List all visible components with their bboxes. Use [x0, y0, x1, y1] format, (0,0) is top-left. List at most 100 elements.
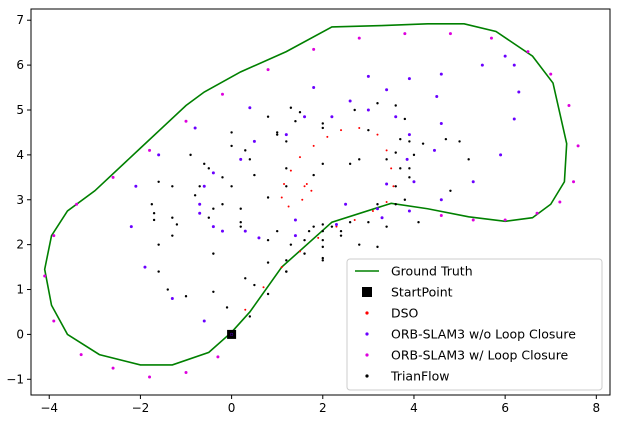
data-point	[285, 167, 288, 170]
data-point	[408, 140, 411, 143]
data-point	[166, 288, 169, 291]
data-point	[376, 133, 379, 136]
data-point	[143, 265, 147, 269]
data-point	[353, 218, 356, 221]
data-point	[385, 88, 389, 92]
data-point	[392, 185, 395, 188]
legend-label: StartPoint	[391, 285, 453, 300]
data-point	[221, 203, 224, 206]
data-point	[326, 135, 329, 138]
data-point	[512, 63, 516, 67]
data-point	[52, 234, 56, 238]
data-point	[312, 144, 315, 147]
data-point	[266, 115, 270, 118]
data-point	[439, 121, 443, 125]
data-point	[298, 250, 301, 253]
data-point	[489, 36, 493, 40]
x-tick-label: 8	[593, 401, 601, 415]
data-point	[275, 229, 279, 233]
y-tick-label: 3	[16, 193, 24, 207]
x-tick-label: 0	[228, 401, 236, 415]
data-point	[312, 173, 315, 177]
data-point	[193, 126, 197, 130]
axes-frame	[30, 8, 611, 396]
data-point	[152, 212, 156, 215]
data-point	[303, 115, 307, 119]
data-point	[293, 218, 297, 222]
legend-label: Ground Truth	[391, 264, 473, 279]
data-point	[403, 32, 407, 36]
data-point	[221, 176, 224, 179]
data-point	[239, 225, 242, 228]
data-point	[216, 355, 220, 359]
data-point	[157, 270, 160, 273]
data-point	[321, 223, 324, 226]
data-point	[576, 144, 580, 148]
data-point	[230, 144, 233, 148]
data-point	[283, 183, 286, 186]
data-point	[394, 185, 397, 188]
data-point	[394, 203, 397, 206]
data-point	[399, 137, 402, 141]
data-point	[184, 295, 188, 298]
data-point	[230, 333, 233, 336]
data-point	[444, 137, 448, 141]
data-point	[421, 142, 425, 145]
data-point	[157, 243, 160, 246]
data-point	[312, 225, 315, 228]
data-point	[439, 72, 443, 76]
data-point	[408, 167, 411, 170]
data-point	[358, 126, 361, 129]
data-point	[239, 220, 242, 224]
data-point	[305, 183, 308, 186]
data-point	[157, 180, 160, 184]
axes: −4 −2 0 2 4 6 8 −1 0 1 2 3 4 5 6 7	[6, 13, 600, 415]
legend-label: TrianFlow	[390, 369, 450, 384]
data-point	[52, 319, 56, 323]
data-point	[220, 92, 224, 96]
data-point	[448, 32, 452, 36]
data-point	[43, 274, 47, 278]
data-point	[244, 308, 247, 311]
data-point	[480, 63, 484, 67]
data-point	[567, 104, 571, 107]
y-tick-label: 1	[16, 283, 24, 297]
data-point	[301, 198, 304, 201]
data-point	[171, 234, 174, 237]
data-point	[385, 158, 388, 161]
data-point	[253, 173, 256, 177]
data-point	[220, 229, 224, 233]
legend: Ground Truth StartPoint DSO ORB-SLAM3 w/o L…	[346, 258, 603, 391]
data-point	[439, 198, 443, 202]
legend-label: DSO	[391, 306, 419, 321]
data-point	[303, 252, 306, 255]
data-point	[134, 184, 138, 188]
data-point	[330, 115, 334, 119]
data-point	[244, 149, 247, 152]
data-point	[471, 218, 475, 222]
data-point	[303, 185, 306, 188]
data-point	[266, 68, 270, 72]
data-point	[376, 203, 379, 206]
data-point	[211, 225, 215, 229]
data-point	[390, 167, 393, 170]
series-orb-slam3-w-o-loop-closure	[129, 54, 521, 336]
data-point	[287, 205, 290, 208]
data-point	[449, 189, 452, 192]
data-point	[408, 176, 411, 179]
data-point	[75, 202, 79, 206]
data-point	[312, 47, 316, 51]
data-point	[252, 139, 256, 143]
data-point	[376, 245, 379, 249]
y-tick-label: 4	[16, 148, 24, 162]
data-point	[407, 133, 411, 137]
data-point	[248, 106, 252, 110]
data-point	[184, 119, 188, 123]
data-point	[303, 238, 306, 242]
data-point	[517, 90, 521, 94]
data-point	[262, 286, 265, 289]
data-point	[344, 202, 348, 206]
series-orb-slam3-w-loop-closure	[43, 32, 580, 379]
y-tick-label: 5	[16, 103, 24, 117]
